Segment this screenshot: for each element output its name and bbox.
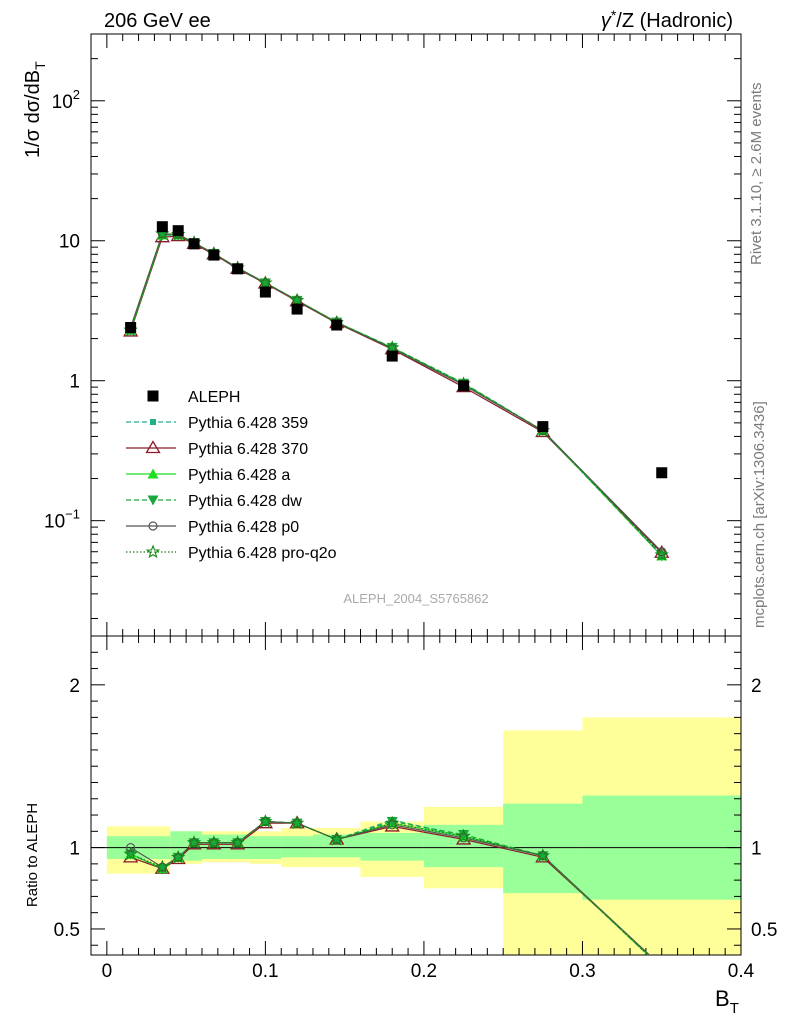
ratio-y-tick-label: 0.5	[54, 920, 80, 941]
legend-label-p370: Pythia 6.428 370	[188, 441, 308, 458]
x-tick-label: 0.1	[252, 961, 278, 982]
ratio-point-pro	[171, 849, 186, 864]
point-pro	[289, 292, 305, 307]
main-y-tick-label: 10−1	[44, 507, 80, 533]
data-point-aleph	[386, 350, 398, 362]
point-pro	[654, 547, 669, 561]
legend-marker-p359	[150, 419, 156, 425]
ratio-y-tick-label-right: 2	[751, 676, 762, 697]
data-point-aleph	[208, 249, 220, 261]
data-point-aleph	[125, 321, 137, 333]
legend-marker-dw	[147, 495, 159, 506]
main-panel-axes: 10−1 1 10 102	[44, 33, 742, 637]
ratio-point-pro	[258, 814, 273, 828]
band-inner-7	[281, 836, 313, 858]
legend-label-p359: Pythia 6.428 359	[188, 415, 308, 432]
point-pro	[385, 340, 400, 354]
main-y-axis-label: 1/σ dσ/dBT	[22, 61, 48, 158]
ratio-point-pro	[456, 828, 471, 843]
data-point-aleph	[331, 319, 343, 331]
analysis-id-label: ALEPH_2004_S5765862	[343, 591, 488, 606]
rivet-version-label: Rivet 3.1.10, ≥ 2.6M events	[748, 83, 765, 266]
legend-marker-p0	[148, 521, 158, 531]
mcplots-label: mcplots.cern.ch [arXiv:1306.3436]	[751, 401, 768, 628]
data-point-aleph	[537, 421, 549, 433]
header-energy-label: 206 GeV ee	[104, 10, 211, 32]
ratio-y-tick-label: 1	[69, 839, 80, 860]
x-axis-label: BT	[715, 986, 739, 1017]
ratio-point-pro	[329, 831, 344, 846]
main-panel-plot	[122, 221, 670, 562]
ratio-point-pro	[230, 835, 245, 849]
ratio-uncertainty-bands	[106, 717, 741, 955]
legend-label-dw: Pythia 6.428 dw	[188, 493, 302, 510]
ratio-y-tick-label-right: 0.5	[751, 920, 777, 941]
data-point-aleph	[291, 303, 303, 315]
data-point-aleph	[458, 380, 470, 392]
ratio-point-dw	[386, 817, 398, 828]
data-point-aleph	[656, 467, 668, 479]
point-dw	[656, 551, 668, 562]
ratio-point-pro	[385, 815, 400, 830]
ratio-point-pro	[186, 835, 202, 849]
band-inner-8	[312, 834, 361, 858]
main-y-tick-label: 10	[59, 232, 80, 253]
legend: ALEPH Pythia 6.428 359 Pythia 6.428 370 Pyt…	[126, 389, 337, 562]
ratio-point-pro	[206, 835, 222, 849]
legend-label-aleph: ALEPH	[188, 389, 240, 406]
ratio-y-axis-label: Ratio to ALEPH	[24, 803, 41, 907]
header-process-label: γ*/Z (Hadronic)	[601, 7, 733, 32]
data-point-aleph	[232, 263, 244, 275]
x-tick-label: 0	[102, 961, 113, 982]
legend-marker-aleph	[147, 390, 159, 402]
ratio-panel-plot	[122, 814, 651, 955]
legend-marker-p370	[145, 440, 161, 454]
ratio-point-pro	[535, 848, 550, 862]
ratio-frame	[90, 635, 742, 956]
legend-marker-pro	[145, 544, 161, 559]
legend-label-a: Pythia 6.428 a	[188, 467, 290, 484]
legend-label-pro: Pythia 6.428 pro-q2o	[188, 545, 337, 562]
data-point-aleph	[188, 238, 200, 250]
ratio-point-pro	[123, 846, 138, 861]
ratio-point-dw	[458, 830, 470, 841]
data-point-aleph	[156, 221, 168, 233]
main-y-tick-label: 102	[52, 87, 80, 113]
legend-marker-a	[147, 468, 159, 479]
x-tick-label: 0.2	[411, 961, 437, 982]
x-tick-label: 0.4	[728, 961, 755, 982]
ratio-point-pro	[155, 859, 170, 874]
ratio-y-tick-label: 2	[69, 676, 80, 697]
ratio-point-p0	[458, 833, 469, 843]
ratio-point-p0	[387, 820, 397, 830]
x-tick-label: 0.3	[569, 961, 595, 982]
data-point-aleph	[172, 225, 184, 237]
point-dw	[156, 230, 168, 241]
ratio-point-p0	[126, 842, 136, 853]
data-point-aleph	[259, 286, 271, 298]
legend-label-p0: Pythia 6.428 p0	[188, 519, 299, 536]
main-y-tick-label: 1	[69, 372, 80, 393]
band-inner-9	[360, 832, 424, 861]
ratio-series	[122, 814, 651, 955]
ratio-point-pro	[289, 815, 305, 830]
point-pro	[258, 275, 273, 289]
ratio-y-tick-label-right: 1	[751, 839, 762, 860]
